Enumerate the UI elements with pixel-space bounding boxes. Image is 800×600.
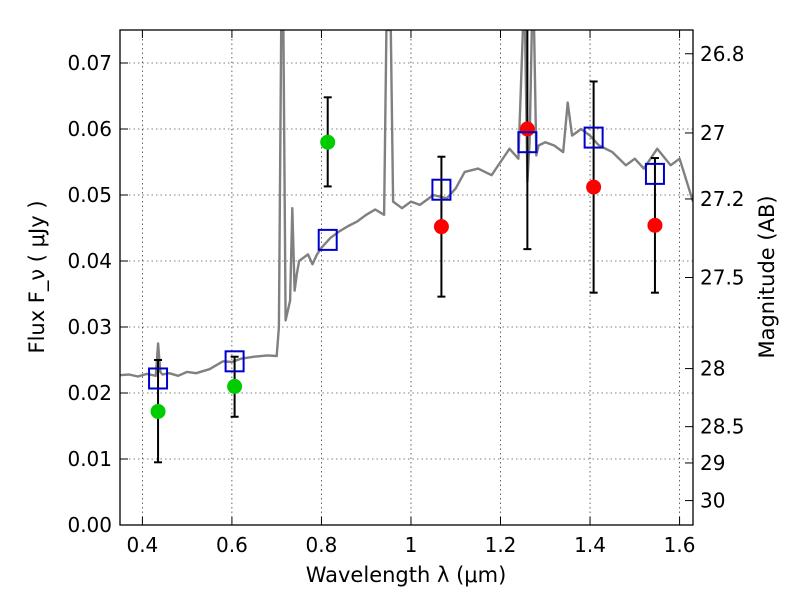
x-tick-label: 0.4 [126,533,158,557]
data-point-circle [586,179,602,195]
y2-tick-label: 28 [700,357,725,381]
y2-tick-label: 30 [700,489,725,513]
y-tick-label: 0.01 [67,447,112,471]
y2-tick-label: 28.5 [700,415,745,439]
y-tick-label: 0.00 [67,513,112,537]
x-tick-label: 1.6 [664,533,696,557]
data-point-circle [519,121,535,137]
y-tick-label: 0.07 [67,51,112,75]
x-axis-label: Wavelength λ (μm) [306,563,507,587]
y2-tick-label: 27 [700,121,725,145]
data-point-square [148,367,169,390]
data-point-circle [647,217,663,233]
data-point-square [317,228,338,251]
y-tick-label: 0.05 [67,183,112,207]
plot-background [120,30,693,525]
data-point-square [517,131,538,154]
x-tick-label: 0.8 [306,533,338,557]
data-point-square [583,126,604,149]
y2-tick-label: 29 [700,451,725,475]
data-point-square [644,162,665,185]
y2-tick-label: 27.5 [700,266,745,290]
x-tick-label: 1.4 [574,533,606,557]
data-point-circle [150,403,166,419]
data-point-circle [433,219,449,235]
y-axis-label: Flux F_ν ( μJy ) [25,200,50,353]
y2-tick-label: 27.2 [700,187,745,211]
axis-ticks: 0.4 0.6 0.8 1 1.2 1.4 1.6 0.00 0.01 0.02 0.03 0.04 0… [67,30,745,557]
data-point-square [431,178,452,201]
y-tick-label: 0.02 [67,381,112,405]
x-tick-label: 1 [405,533,418,557]
marker-layer [148,121,665,419]
y2-tick-label: 26.8 [700,42,745,66]
data-point-circle [320,134,336,150]
y2-axis-label: Magnitude (AB) [755,195,779,358]
x-tick-label: 0.6 [216,533,248,557]
data-point-circle [227,378,243,394]
y-tick-label: 0.06 [67,117,112,141]
y-tick-label: 0.04 [67,249,112,273]
data-point-square [224,350,245,373]
y-tick-label: 0.03 [67,315,112,339]
x-tick-label: 1.2 [485,533,517,557]
